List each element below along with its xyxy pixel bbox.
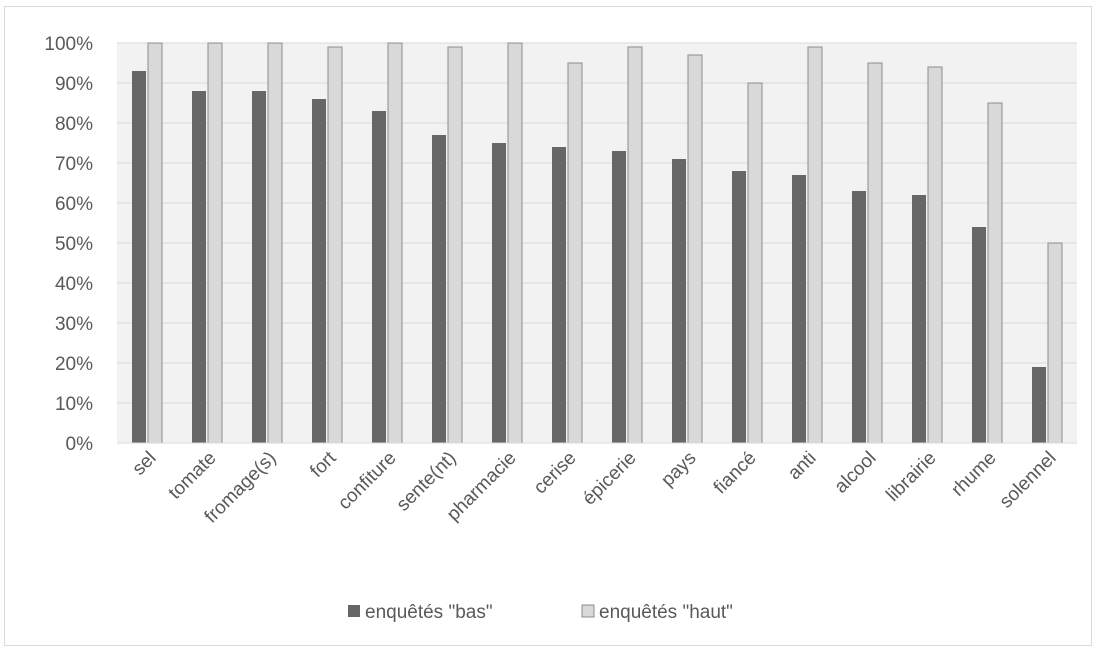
chart-frame: 0% 10% 20% 30% 40% 50% 60% 70% 80% 90% 100% sel tom… <box>4 6 1092 646</box>
bar-haut <box>747 82 763 444</box>
y-tick-label: 80% <box>55 114 93 135</box>
bar-haut <box>927 66 943 444</box>
bar-bas <box>792 175 806 443</box>
bar-haut <box>387 42 403 444</box>
x-tick-label: cerise <box>530 448 581 499</box>
bar-haut <box>327 46 343 444</box>
bar-bas <box>672 159 686 443</box>
y-tick-label: 0% <box>66 434 94 455</box>
bar-haut <box>807 46 823 444</box>
y-tick-label: 50% <box>55 234 93 255</box>
x-tick-label: alcool <box>831 448 881 498</box>
y-tick-label: 90% <box>55 74 93 95</box>
bar-bas <box>912 195 926 443</box>
y-tick-label: 30% <box>55 314 93 335</box>
y-tick-label: 10% <box>55 394 93 415</box>
bar-haut <box>687 54 703 444</box>
x-tick-label: anti <box>784 448 821 485</box>
bar-bas <box>552 147 566 443</box>
bars <box>132 42 1063 444</box>
bar-haut <box>567 62 583 444</box>
x-tick-label: librairie <box>882 448 940 506</box>
x-tick-label: confiture <box>334 448 400 514</box>
legend-swatch-series-2 <box>581 604 595 618</box>
bar-bas <box>432 135 446 443</box>
y-tick-label: 60% <box>55 194 93 215</box>
bar-haut <box>867 62 883 444</box>
y-axis-tick-labels: 0% 10% 20% 30% 40% 50% 60% 70% 80% 90% 100% <box>44 34 93 455</box>
legend-swatch-series-1 <box>348 605 360 617</box>
y-tick-label: 100% <box>44 34 93 55</box>
bar-haut <box>627 46 643 444</box>
bar-haut <box>267 42 283 444</box>
legend-label-series-1: enquêtés "bas" <box>365 602 493 623</box>
bar-haut <box>147 42 163 444</box>
bar-bas <box>612 151 626 443</box>
bar-haut <box>987 102 1003 444</box>
bar-haut <box>207 42 223 444</box>
bar-bas <box>732 171 746 443</box>
x-tick-label: sel <box>129 448 161 480</box>
legend-label-series-2: enquêtés "haut" <box>599 602 733 623</box>
x-tick-label: solennel <box>996 448 1061 513</box>
x-tick-label: tomate <box>165 448 221 504</box>
bar-bas <box>972 227 986 443</box>
x-tick-label: épicerie <box>579 448 641 510</box>
bar-bas <box>192 91 206 443</box>
bar-bas <box>492 143 506 443</box>
y-tick-label: 70% <box>55 154 93 175</box>
bar-bas <box>372 111 386 443</box>
bar-haut <box>507 42 523 444</box>
bar-bas <box>312 99 326 443</box>
bar-bas <box>132 71 146 443</box>
bar-haut <box>1047 242 1063 444</box>
y-tick-label: 20% <box>55 354 93 375</box>
bar-bas <box>1032 367 1046 443</box>
x-tick-label: pays <box>657 448 700 491</box>
bar-chart: 0% 10% 20% 30% 40% 50% 60% 70% 80% 90% 100% sel tom… <box>44 34 1077 623</box>
x-tick-label: fiancé <box>710 448 761 499</box>
x-tick-label: rhume <box>948 448 1001 501</box>
legend: enquêtés "bas" enquêtés "haut" <box>348 602 733 623</box>
bar-haut <box>447 46 463 444</box>
bar-bas <box>852 191 866 443</box>
y-tick-label: 40% <box>55 274 93 295</box>
bar-bas <box>252 91 266 443</box>
x-tick-label: fort <box>306 447 341 482</box>
